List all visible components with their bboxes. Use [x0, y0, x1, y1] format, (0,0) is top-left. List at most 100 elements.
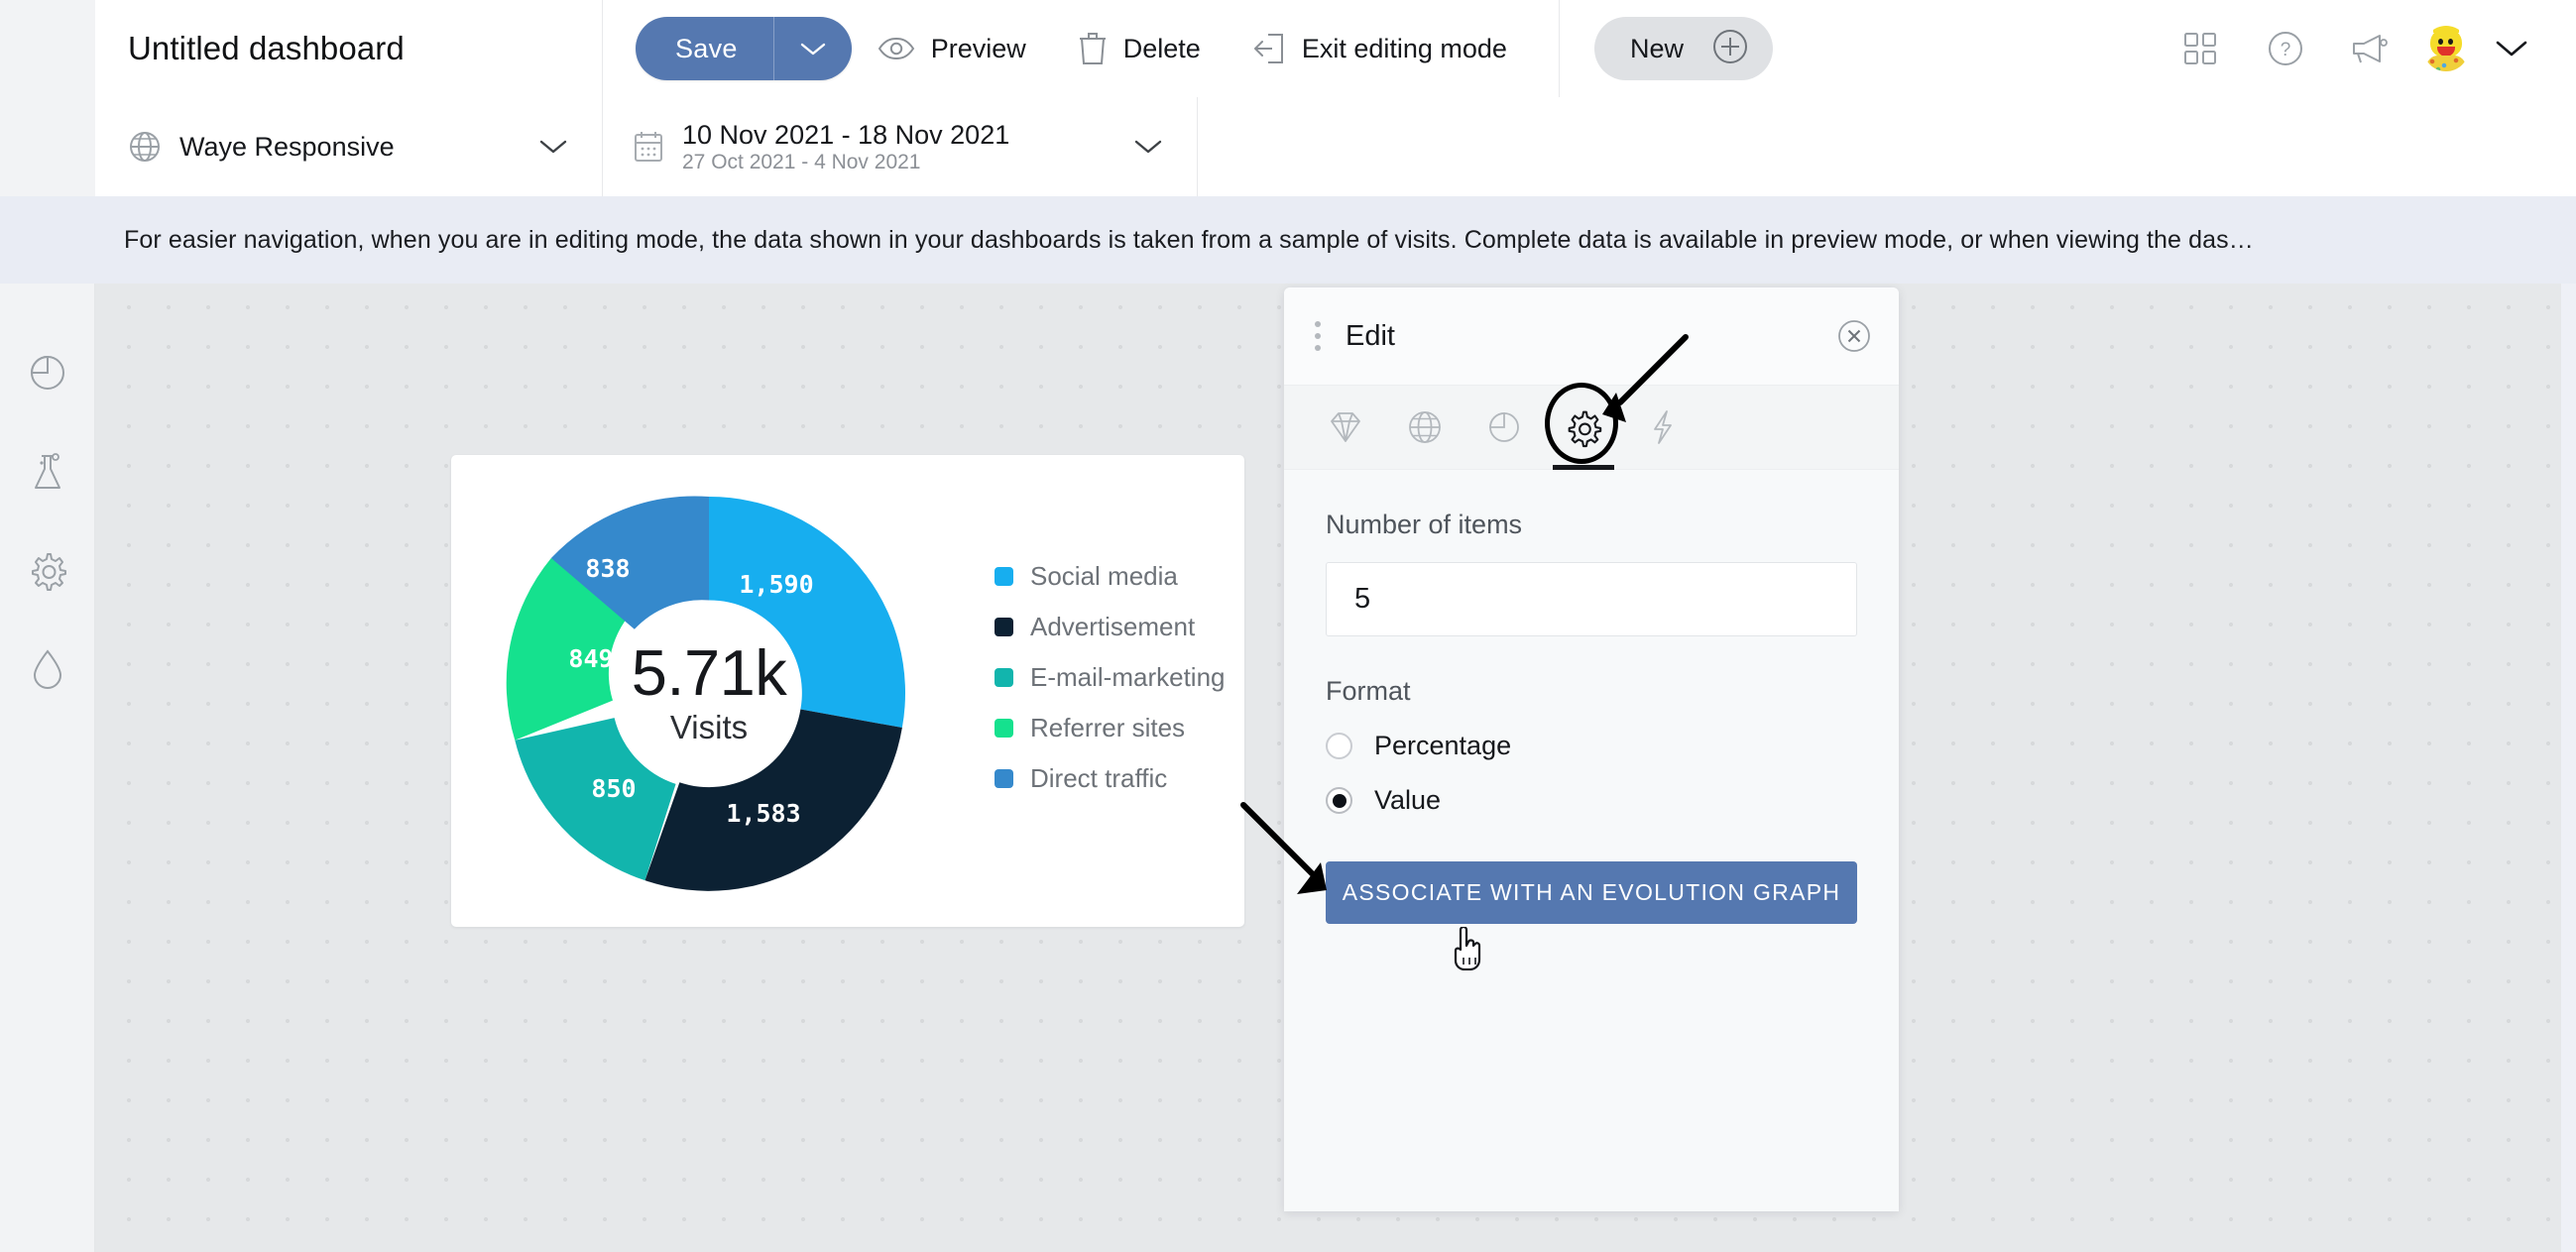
site-chevron-down-icon[interactable]: [538, 138, 602, 156]
top-right-icons: ?: [2158, 0, 2554, 97]
sidebar-item-reports[interactable]: [0, 328, 95, 417]
flask-icon: [35, 453, 60, 489]
tab-data[interactable]: [1385, 386, 1464, 470]
pie-chart-icon: [1489, 412, 1519, 442]
save-button[interactable]: Save: [636, 17, 774, 80]
selector-left-gutter: [0, 97, 95, 196]
account-menu-chevron-down-icon[interactable]: [2469, 0, 2554, 97]
legend-label: E-mail-marketing: [1030, 662, 1226, 692]
slice-value-referrer-sites: 849: [568, 644, 613, 673]
edit-panel-header: Edit: [1284, 287, 1899, 386]
associate-button-label: ASSOCIATE WITH AN EVOLUTION GRAPH: [1342, 879, 1841, 905]
new-button[interactable]: New: [1593, 17, 1773, 80]
format-label: Format: [1326, 676, 1411, 706]
trash-icon: [1078, 31, 1108, 66]
donut-slice-social-media: [709, 497, 906, 729]
list-item[interactable]: Social media: [995, 561, 1226, 592]
close-circle-icon[interactable]: [1835, 317, 1873, 355]
date-range-text: 10 Nov 2021 - 18 Nov 2021 27 Oct 2021 - …: [682, 120, 1133, 174]
delete-button[interactable]: Delete: [1052, 0, 1227, 97]
gear-icon: [1568, 410, 1602, 448]
sidebar-item-experiments[interactable]: [0, 427, 95, 516]
dashboard-title-cell[interactable]: Untitled dashboard: [95, 0, 603, 97]
radio-percentage[interactable]: Percentage: [1326, 731, 1857, 761]
legend-label: Social media: [1030, 561, 1178, 591]
site-selector[interactable]: Waye Responsive: [95, 97, 603, 196]
plus-circle-icon: [1711, 28, 1749, 70]
avatar[interactable]: [2423, 26, 2469, 71]
chevron-down-icon: [800, 43, 825, 55]
top-toolbar: Untitled dashboard Save: [0, 0, 2576, 97]
megaphone-icon[interactable]: [2328, 0, 2413, 97]
lightning-icon: [1654, 410, 1672, 444]
date-range-comparison: 27 Oct 2021 - 4 Nov 2021: [682, 150, 921, 173]
radio-circle-icon: [1326, 733, 1352, 759]
preview-button[interactable]: Preview: [852, 0, 1052, 97]
save-button-group: Save: [636, 17, 852, 80]
pie-chart-icon: [30, 355, 64, 390]
globe-icon: [1409, 411, 1441, 443]
exit-icon: [1252, 32, 1286, 65]
edit-panel-tabs: [1284, 386, 1899, 470]
sampling-notice-text: For easier navigation, when you are in e…: [124, 225, 2254, 254]
list-item[interactable]: Referrer sites: [995, 713, 1226, 743]
toolbar-left-gutter: [0, 0, 95, 97]
tab-visualisation[interactable]: [1464, 386, 1544, 470]
legend-swatch: [995, 769, 1013, 788]
legend-swatch: [995, 618, 1013, 636]
legend-swatch: [995, 567, 1013, 586]
visits-by-channel-widget[interactable]: 1,590 1,583 850 849 838 5.71k Visits: [451, 455, 1244, 927]
number-of-items-label: Number of items: [1326, 510, 1523, 539]
site-name: Waye Responsive: [179, 131, 395, 162]
svg-text:?: ?: [2281, 40, 2291, 60]
tab-metric[interactable]: [1306, 386, 1385, 470]
donut-slice-referrer-sites: [506, 558, 631, 740]
new-button-label: New: [1629, 33, 1684, 63]
exit-editing-mode-button[interactable]: Exit editing mode: [1227, 0, 1533, 97]
vertical-dots-icon[interactable]: [1284, 287, 1340, 386]
gem-icon: [1331, 412, 1360, 442]
radio-percentage-label: Percentage: [1374, 731, 1512, 760]
date-chevron-down-icon[interactable]: [1133, 138, 1197, 156]
number-of-items-input[interactable]: 5: [1326, 562, 1857, 636]
tab-actions[interactable]: [1623, 386, 1702, 470]
legend-label: Direct traffic: [1030, 763, 1168, 793]
sidebar-item-tag-manager[interactable]: [0, 625, 95, 714]
site-selector-text: Waye Responsive: [179, 132, 538, 163]
donut-chart-svg: 1,590 1,583 850 849 838: [506, 496, 906, 891]
chart-legend: Social media Advertisement E-mail-market…: [995, 561, 1226, 794]
sidebar-item-settings[interactable]: [0, 525, 95, 615]
save-button-label: Save: [675, 33, 738, 63]
grid-apps-icon[interactable]: [2158, 0, 2243, 97]
edit-panel-body: Number of items 5 Format Percentage Valu…: [1284, 470, 1899, 924]
donut-chart[interactable]: 1,590 1,583 850 849 838 5.71k Visits: [491, 475, 927, 911]
avatar-body: [2426, 56, 2466, 71]
list-item[interactable]: Advertisement: [995, 612, 1226, 642]
date-range-selector[interactable]: 10 Nov 2021 - 18 Nov 2021 27 Oct 2021 - …: [603, 97, 1198, 196]
preview-label: Preview: [930, 33, 1026, 63]
avatar-eye-left: [2438, 39, 2443, 45]
associate-with-evolution-graph-button[interactable]: ASSOCIATE WITH AN EVOLUTION GRAPH: [1326, 861, 1857, 924]
legend-swatch: [995, 668, 1013, 687]
tab-settings[interactable]: [1544, 386, 1623, 470]
widget-edit-panel: Edit: [1284, 287, 1899, 1211]
list-item[interactable]: E-mail-marketing: [995, 662, 1226, 693]
slice-value-advertisement: 1,583: [726, 799, 800, 828]
radio-circle-selected-icon: [1326, 787, 1352, 814]
radio-value[interactable]: Value: [1326, 785, 1857, 816]
save-dropdown-button[interactable]: [774, 17, 852, 80]
help-circle-icon[interactable]: ?: [2243, 0, 2328, 97]
date-range-primary: 10 Nov 2021 - 18 Nov 2021: [682, 119, 1010, 150]
list-item[interactable]: Direct traffic: [995, 763, 1226, 794]
slice-value-social-media: 1,590: [739, 570, 813, 599]
donut-slice-direct-traffic: [550, 496, 709, 629]
exit-editing-mode-label: Exit editing mode: [1301, 33, 1507, 63]
avatar-eye-right: [2448, 39, 2453, 45]
gear-icon: [32, 553, 66, 591]
legend-label: Referrer sites: [1030, 713, 1186, 742]
calendar-icon: [633, 130, 664, 164]
edit-panel-title: Edit: [1346, 319, 1395, 352]
selector-bar: Waye Responsive: [0, 97, 2576, 196]
slice-value-direct-traffic: 838: [585, 554, 630, 583]
sampling-notice-banner: For easier navigation, when you are in e…: [0, 196, 2576, 284]
